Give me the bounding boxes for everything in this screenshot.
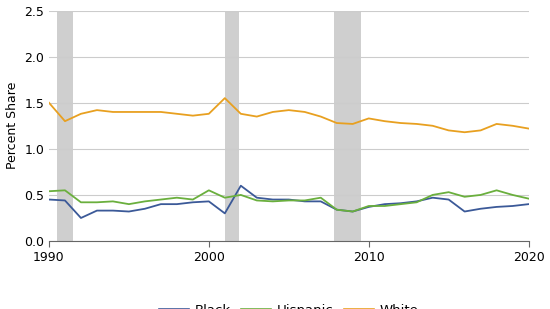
Bar (57, 11, 73, 241)
Bar (225, 11, 239, 241)
Bar (333, 11, 361, 241)
Y-axis label: Percent Share: Percent Share (6, 82, 19, 169)
Legend: Black, Hispanic, White: Black, Hispanic, White (153, 298, 424, 309)
